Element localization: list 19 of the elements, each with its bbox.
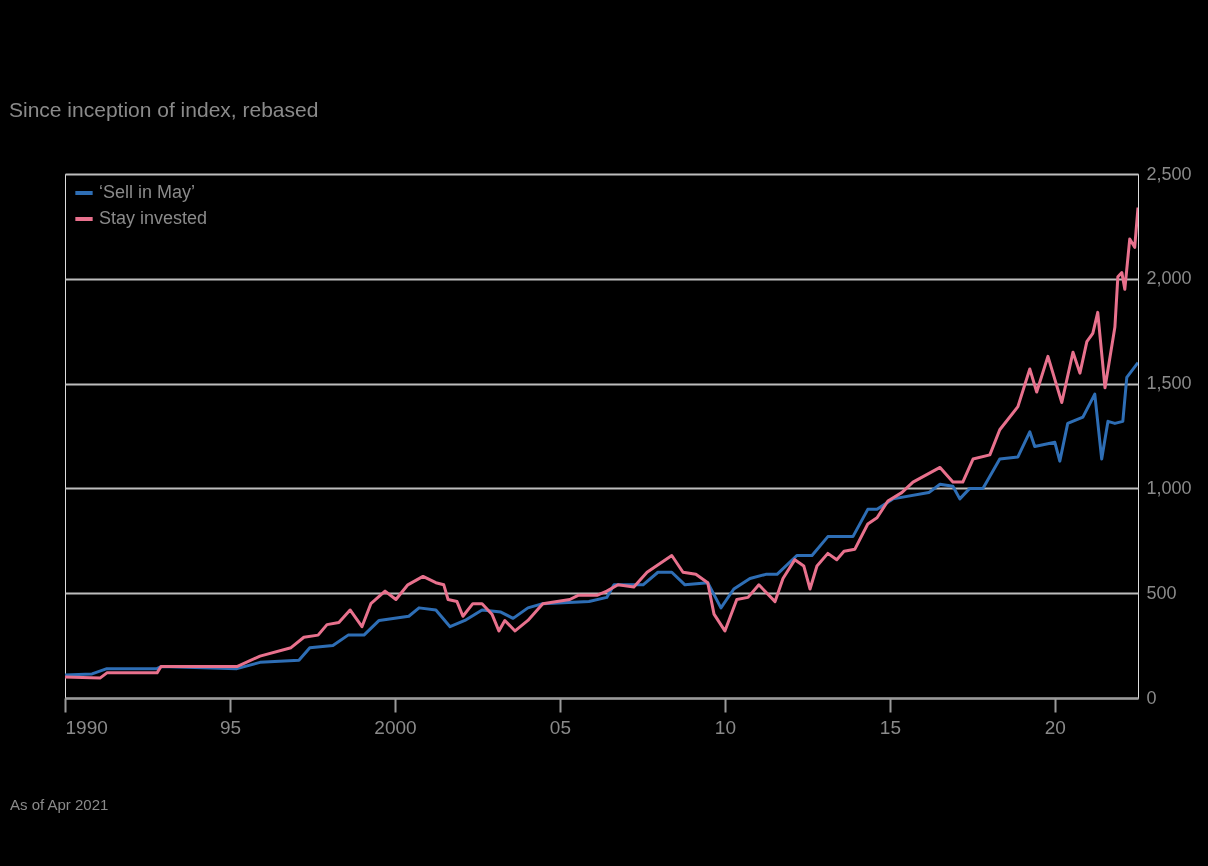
x-tick-label: 95 — [219, 716, 242, 738]
legend-label: ‘Sell in May’ — [99, 182, 196, 202]
y-tick-label: 2,000 — [1146, 268, 1192, 289]
y-tick-label: 500 — [1146, 582, 1177, 603]
legend-label: Stay invested — [99, 208, 208, 228]
x-tick-label: 1990 — [65, 716, 108, 738]
x-tick-label: 05 — [549, 716, 571, 738]
y-tick-label: 0 — [1146, 687, 1157, 708]
line-series — [65, 206, 1138, 680]
x-tick-label: 2000 — [374, 716, 417, 738]
x-tick-label: 15 — [879, 716, 901, 738]
text: As of Apr 2021 — [10, 795, 109, 815]
x-tick-label: 20 — [1044, 716, 1066, 738]
y-tick-label: 2,500 — [1146, 163, 1192, 184]
y-tick-label: 1,000 — [1146, 477, 1192, 498]
chart-subtitle: Since inception of index, rebased — [9, 98, 319, 121]
y-tick-label: 1,500 — [1146, 373, 1192, 394]
x-tick-label: 10 — [714, 716, 736, 738]
line-series — [65, 361, 1138, 677]
